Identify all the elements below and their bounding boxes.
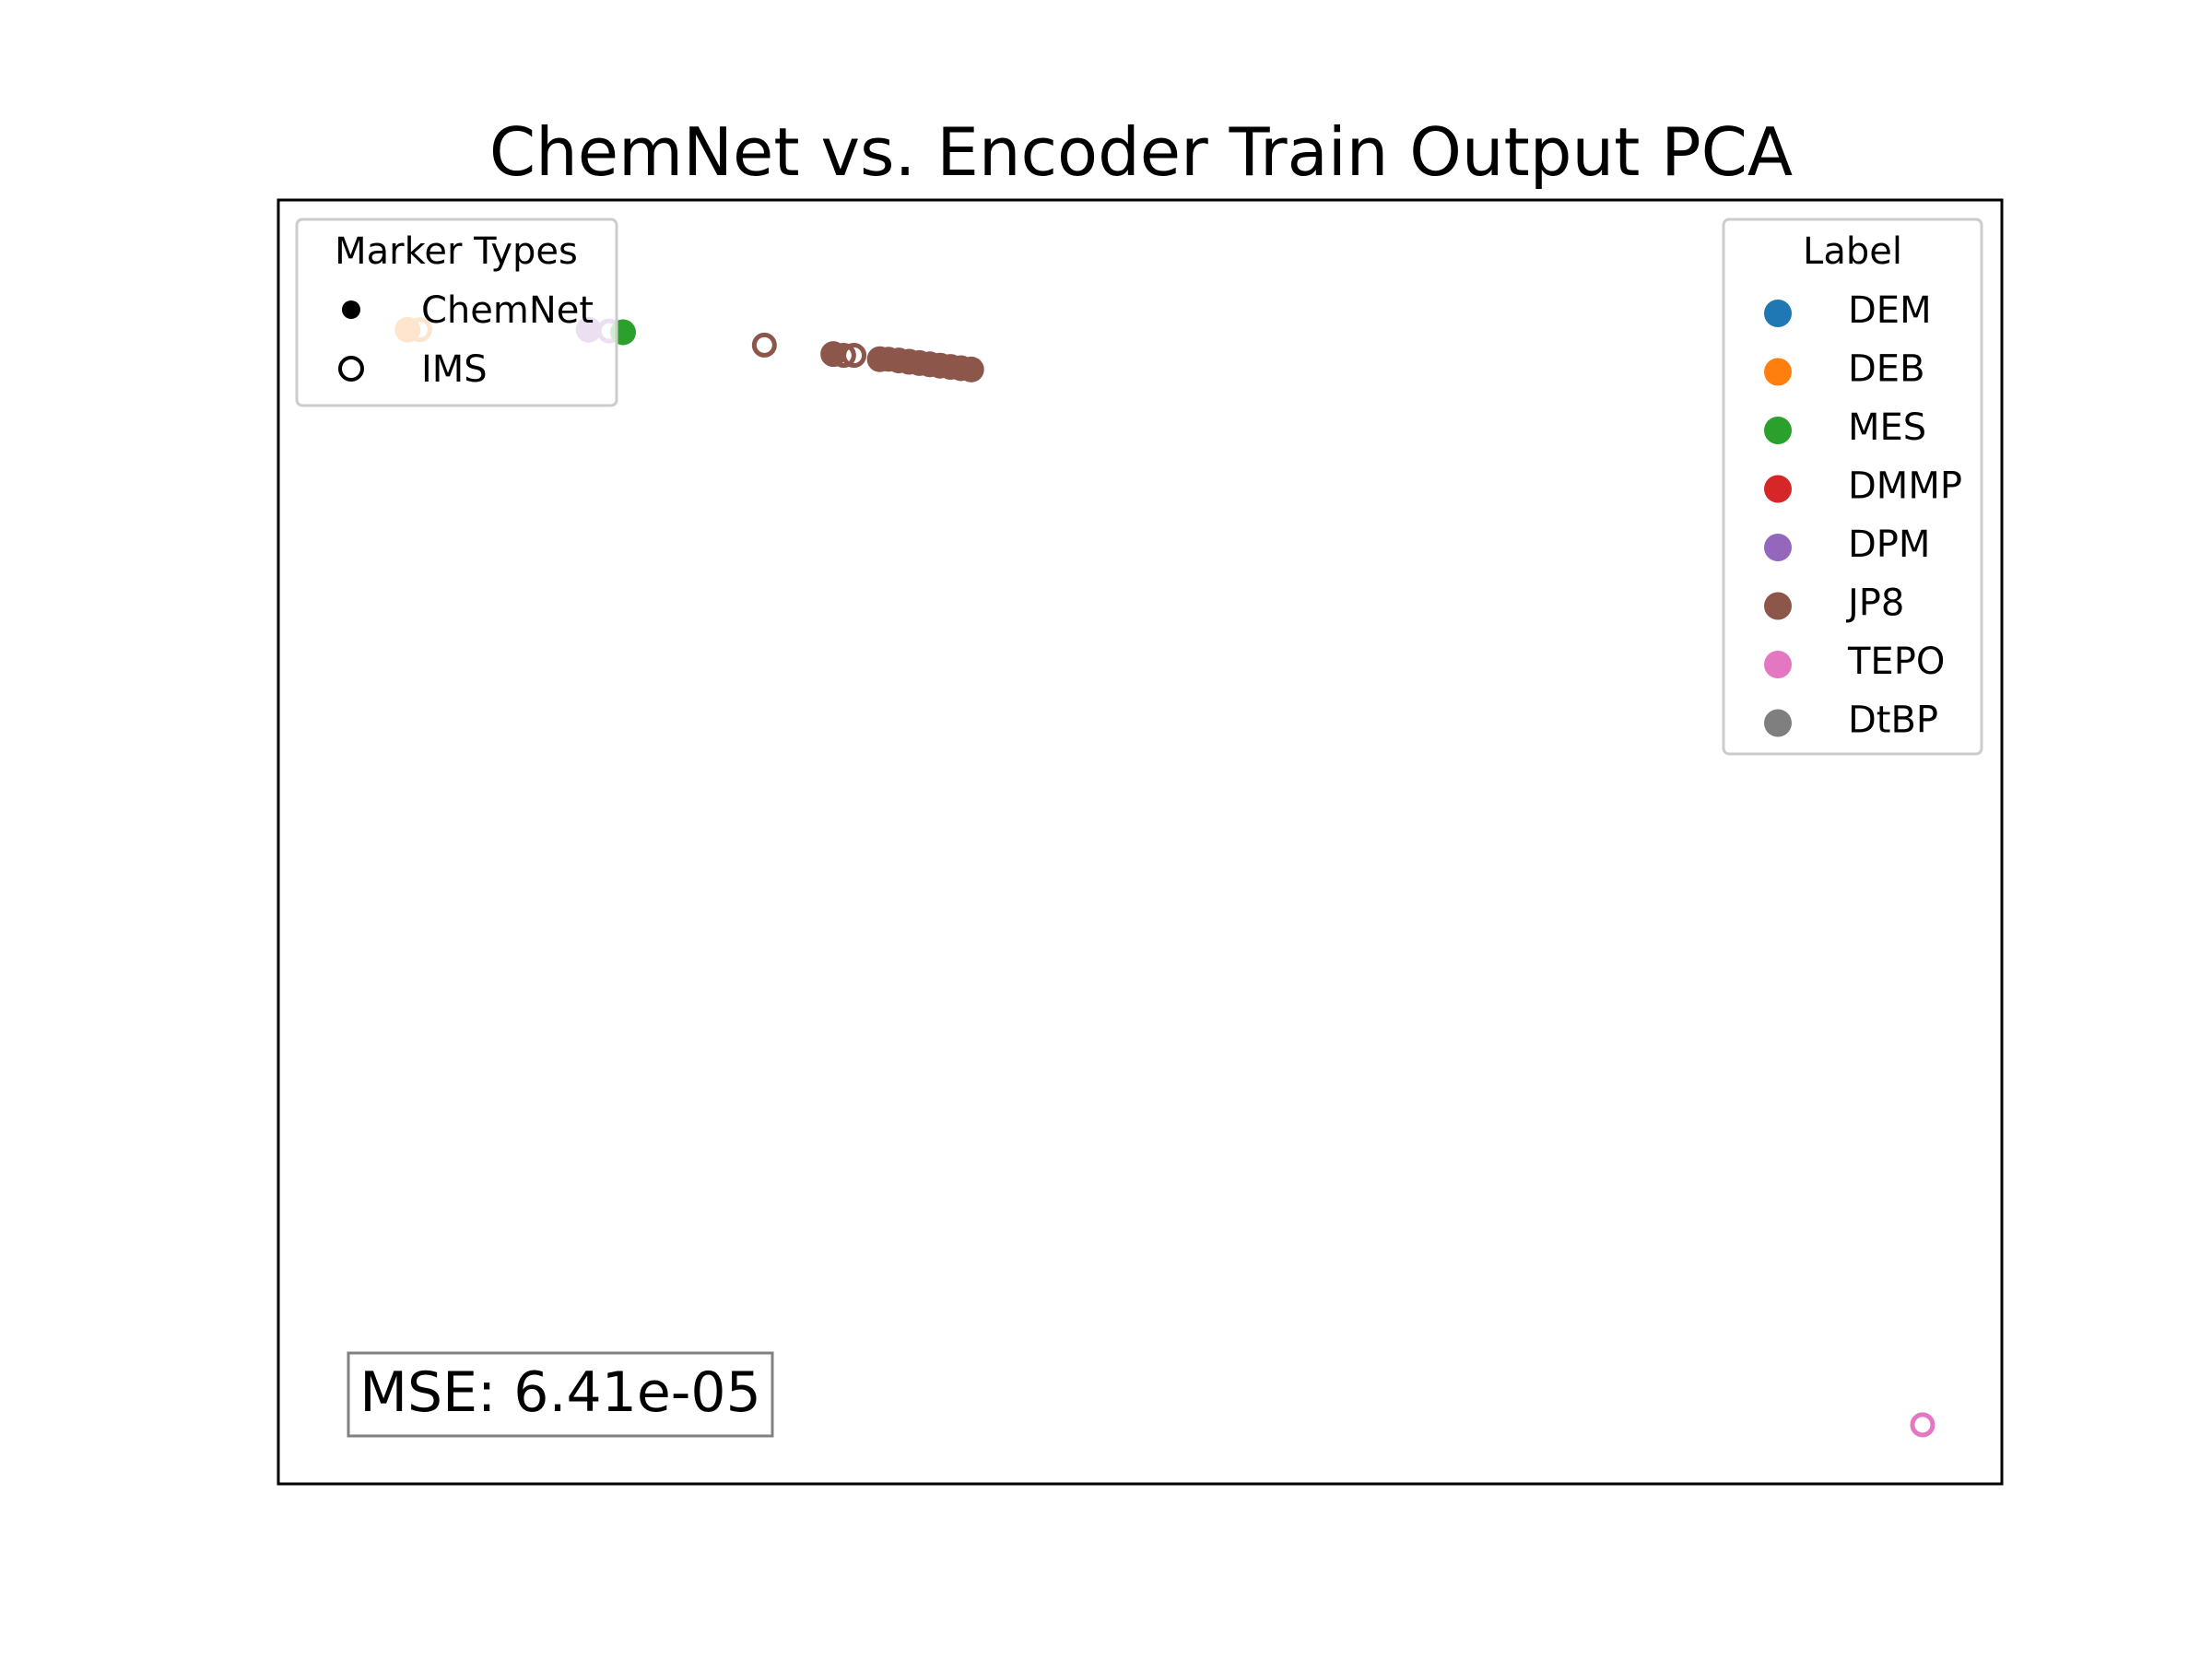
data-point-jp8-chemnet-18 [958,356,984,382]
data-point-jp8-ims-7 [830,343,856,369]
data-point-jp8-ims-5 [751,332,777,358]
marker-legend: Marker Types ChemNet IMS [295,218,618,407]
label-legend-title: Label [1803,230,1902,273]
data-point-jp8-ims-8 [841,343,867,369]
label-legend-symbol-dem [1764,300,1792,327]
marker-legend-symbol-ims [338,356,364,382]
mse-annotation: MSE: 6.41e-05 [347,1351,774,1438]
label-legend-symbol-dtbp [1764,709,1792,737]
label-legend-label-jp8: JP8 [1845,582,1904,625]
label-legend: Label DEM DEB MES DMMP DPM JP8 TEPO DtBP [1722,218,1983,756]
label-legend-symbol-jp8 [1764,592,1792,620]
marker-legend-label-ims: IMS [421,348,488,391]
label-legend-symbol-dmmp [1764,475,1792,503]
label-legend-box [1722,218,1983,756]
label-legend-label-mes: MES [1848,406,1926,449]
label-legend-label-deb: DEB [1848,348,1925,391]
marker-legend-box [295,218,618,407]
chart-title: ChemNet vs. Encoder Train Output PCA [489,113,1793,191]
marker-legend-label-chemnet: ChemNet [421,289,594,332]
data-point-tepo-ims-19 [1910,1412,1936,1438]
label-legend-label-dtbp: DtBP [1848,700,1938,742]
plot-area [276,198,2004,1486]
mse-box [347,1351,774,1438]
label-legend-symbol-mes [1764,417,1792,444]
marker-legend-title: Marker Types [335,230,578,273]
label-legend-label-dpm: DPM [1848,524,1930,566]
label-legend-entries: DEM DEB MES DMMP DPM JP8 TEPO DtBP [1764,289,1962,742]
marker-legend-symbol-chemnet [342,300,360,319]
label-legend-symbol-dpm [1764,534,1792,561]
label-legend-label-dem: DEM [1848,289,1932,332]
label-legend-symbol-tepo [1764,651,1792,678]
label-legend-label-dmmp: DMMP [1848,465,1962,508]
label-legend-symbol-deb [1764,358,1792,386]
mse-label: MSE: 6.41e-05 [359,1360,761,1425]
label-legend-label-tepo: TEPO [1847,641,1945,683]
